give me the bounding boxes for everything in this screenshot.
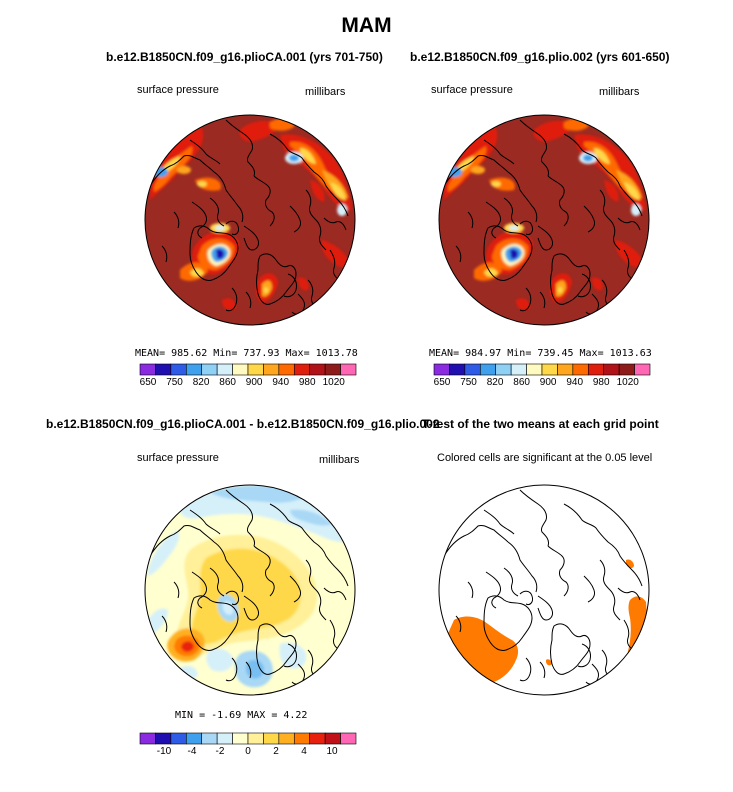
colorbar-swatch [155, 363, 172, 376]
colorbar-tick-label: 10 [326, 746, 338, 757]
colorbar-swatch [526, 363, 543, 376]
colorbar-tick-label: -2 [215, 746, 225, 757]
colorbar-swatch [263, 363, 280, 376]
colorbar-swatch [201, 363, 218, 376]
panel1-variable-label: surface pressure [137, 84, 219, 96]
panel3-map [144, 484, 356, 696]
colorbar-swatch [309, 732, 326, 745]
colorbar-tick-label: 980 [298, 377, 316, 388]
colorbar-swatch [340, 732, 357, 745]
colorbar-swatch [340, 363, 357, 376]
panel1-map [144, 114, 356, 326]
colorbar-tick-label: 650 [433, 377, 451, 388]
colorbar-tick-label: 1020 [616, 377, 639, 388]
panel3-colorbar [139, 732, 357, 745]
colorbar-tick-label: -4 [187, 746, 197, 757]
panel2-map [438, 114, 650, 326]
colorbar-swatch [232, 732, 249, 745]
colorbar-tick-label: 940 [272, 377, 290, 388]
panel3-variable-label: surface pressure [137, 452, 219, 464]
colorbar-swatch [278, 363, 295, 376]
panel1-title: b.e12.B1850CN.f09_g16.plioCA.001 (yrs 70… [106, 50, 383, 64]
colorbar-tick-label: 2 [273, 746, 279, 757]
colorbar-swatch [293, 732, 311, 745]
figure-title: MAM [341, 14, 392, 37]
colorbar-swatch [216, 363, 233, 376]
colorbar-swatch [464, 363, 481, 376]
colorbar-swatch [170, 732, 187, 745]
colorbar-swatch [278, 732, 295, 745]
colorbar-tick-label: 900 [539, 377, 557, 388]
colorbar-swatch [263, 732, 280, 745]
colorbar-swatch [449, 363, 466, 376]
colorbar-tick-label: 940 [566, 377, 584, 388]
colorbar-tick-label: -10 [156, 746, 172, 757]
colorbar-swatch [139, 363, 156, 376]
colorbar-tick-label: 0 [245, 746, 251, 757]
colorbar-tick-label: 860 [513, 377, 530, 388]
colorbar-tick-label: 820 [486, 377, 504, 388]
colorbar-swatch [309, 363, 326, 376]
colorbar-swatch [293, 363, 311, 376]
colorbar-swatch [495, 363, 512, 376]
panel2-title: b.e12.B1850CN.f09_g16.plio.002 (yrs 601-… [410, 50, 670, 64]
colorbar-swatch [185, 363, 203, 376]
colorbar-tick-label: 650 [139, 377, 157, 388]
colorbar-tick-label: 750 [460, 377, 477, 388]
panel3-units-label: millibars [319, 454, 360, 466]
panel3-title: b.e12.B1850CN.f09_g16.plioCA.001 - b.e12… [46, 417, 440, 431]
colorbar-swatch [510, 363, 527, 376]
colorbar-swatch [247, 363, 264, 376]
colorbar-swatch [155, 732, 172, 745]
colorbar-swatch [603, 363, 620, 376]
colorbar-swatch [247, 732, 264, 745]
colorbar-swatch [557, 363, 574, 376]
panel2-colorbar [433, 363, 651, 376]
panel1-stats: MEAN= 985.62 Min= 737.93 Max= 1013.78 [135, 348, 358, 359]
panel4-subtitle: Colored cells are significant at the 0.0… [437, 452, 653, 464]
colorbar-swatch [139, 732, 156, 745]
colorbar-tick-label: 980 [592, 377, 610, 388]
colorbar-swatch [479, 363, 497, 376]
panel1-colorbar [139, 363, 357, 376]
panel2-variable-label: surface pressure [431, 84, 513, 96]
colorbar-swatch [541, 363, 558, 376]
panel4-title: T-test of the two means at each grid poi… [422, 417, 659, 431]
colorbar-tick-label: 860 [219, 377, 236, 388]
colorbar-tick-label: 820 [192, 377, 210, 388]
colorbar-swatch [185, 732, 203, 745]
colorbar-tick-label: 4 [301, 746, 307, 757]
colorbar-swatch [170, 363, 187, 376]
colorbar-tick-label: 900 [245, 377, 263, 388]
colorbar-swatch [201, 732, 218, 745]
panel4-map [438, 484, 650, 696]
colorbar-swatch [216, 732, 233, 745]
colorbar-tick-label: 750 [166, 377, 183, 388]
colorbar-tick-label: 1020 [322, 377, 345, 388]
panel2-units-label: millibars [599, 86, 640, 98]
colorbar-swatch [324, 363, 341, 376]
colorbar-swatch [433, 363, 450, 376]
colorbar-swatch [324, 732, 341, 745]
colorbar-swatch [634, 363, 651, 376]
colorbar-swatch [587, 363, 605, 376]
panel3-stats: MIN = -1.69 MAX = 4.22 [175, 710, 308, 721]
panel2-stats: MEAN= 984.97 Min= 739.45 Max= 1013.63 [429, 348, 652, 359]
colorbar-swatch [618, 363, 635, 376]
colorbar-swatch [232, 363, 249, 376]
colorbar-swatch [572, 363, 589, 376]
panel1-units-label: millibars [305, 86, 346, 98]
